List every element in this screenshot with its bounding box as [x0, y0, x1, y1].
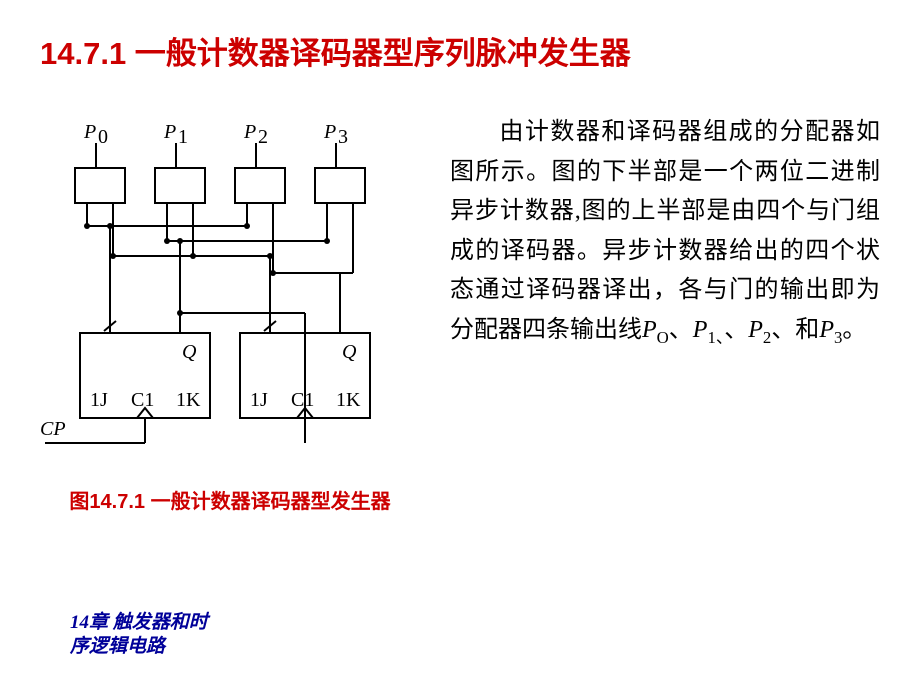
footer-line-1: 14章 触发器和时	[70, 611, 270, 636]
svg-text:C1: C1	[291, 389, 314, 411]
svg-text:P: P	[323, 121, 336, 143]
sep: 、和	[771, 317, 819, 343]
var-p3: P	[819, 317, 834, 343]
var-p2: P	[748, 317, 763, 343]
svg-text:Q: Q	[342, 341, 357, 363]
sub-1: 1、	[707, 328, 724, 347]
svg-text:CP: CP	[40, 418, 66, 440]
figure-caption: 图14.7.1 一般计数器译码器型发生器	[20, 485, 440, 514]
svg-text:3: 3	[338, 126, 348, 148]
svg-text:1K: 1K	[336, 389, 361, 411]
svg-text:P: P	[163, 121, 176, 143]
var-p0: P	[642, 317, 657, 343]
var-p1: P	[693, 317, 708, 343]
svg-text:1J: 1J	[250, 389, 268, 411]
right-column: 由计数器和译码器组成的分配器如图所示。图的下半部是一个两位二进制异步计数器,图的…	[440, 113, 880, 514]
circuit-diagram: P0P1P2P3Q1JC11KQ1JC11KCP	[20, 113, 420, 473]
left-column: P0P1P2P3Q1JC11KQ1JC11KCP 图14.7.1 一般计数器译码…	[20, 113, 440, 514]
footer-line-2: 序逻辑电路	[70, 635, 270, 660]
svg-text:2: 2	[258, 126, 268, 148]
svg-text:C1: C1	[131, 389, 154, 411]
svg-text:Q: Q	[182, 341, 197, 363]
svg-text:1K: 1K	[176, 389, 201, 411]
text-seg: 由计数器和译码器组成的分配器如图所示。图的下半部是一个两位二进制异步计数器,图的…	[450, 119, 880, 343]
sub-0: O	[657, 328, 669, 347]
footer-chapter: 14章 触发器和时 序逻辑电路	[70, 611, 270, 660]
sep: 、	[669, 317, 693, 343]
body-text: 由计数器和译码器组成的分配器如图所示。图的下半部是一个两位二进制异步计数器,图的…	[450, 113, 880, 351]
svg-text:1: 1	[178, 126, 188, 148]
svg-text:1J: 1J	[90, 389, 108, 411]
svg-text:P: P	[243, 121, 256, 143]
svg-text:0: 0	[98, 126, 108, 148]
content-area: P0P1P2P3Q1JC11KQ1JC11KCP 图14.7.1 一般计数器译码…	[0, 83, 920, 514]
svg-text:P: P	[83, 121, 96, 143]
sep: 。	[842, 317, 866, 343]
sep: 、	[724, 317, 748, 343]
page-title: 14.7.1 一般计数器译码器型序列脉冲发生器	[0, 0, 920, 83]
